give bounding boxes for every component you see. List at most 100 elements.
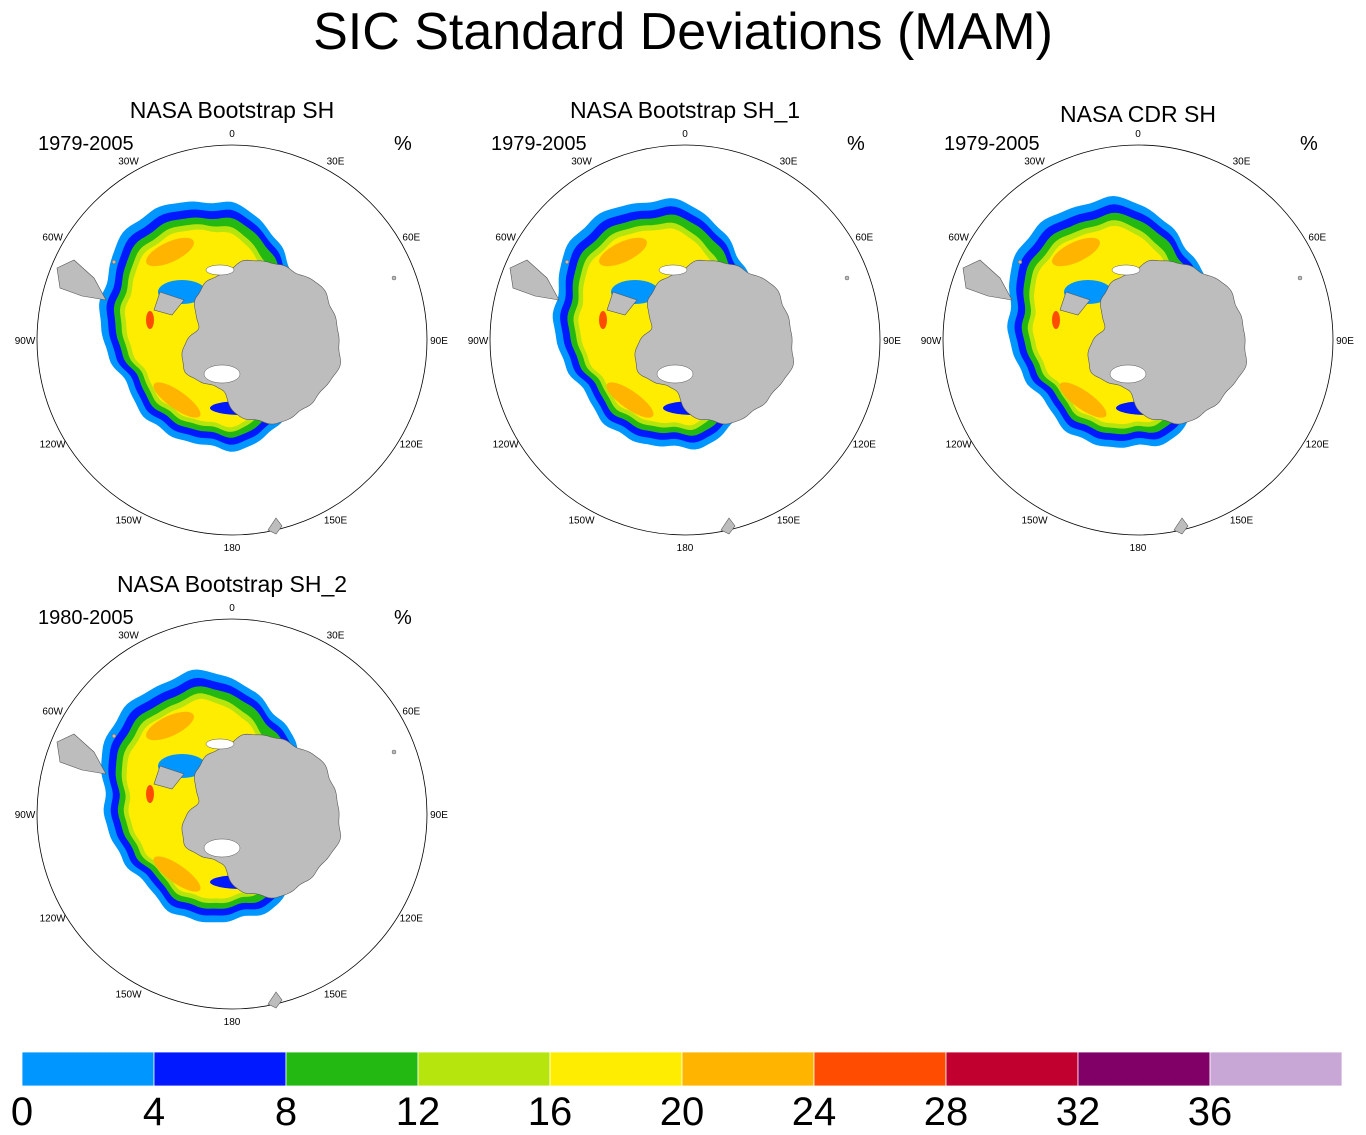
figure-title: SIC Standard Deviations (MAM) — [313, 3, 1053, 61]
longitude-label: 120W — [40, 914, 67, 925]
colorbar-tick-label: 12 — [395, 1090, 441, 1134]
longitude-label: 120E — [853, 440, 877, 451]
longitude-label: 90E — [430, 810, 448, 821]
longitude-label: 60E — [1308, 233, 1326, 244]
longitude-label: 60W — [495, 233, 516, 244]
new-zealand-landmass — [267, 517, 283, 535]
colorbar-segment — [22, 1052, 155, 1086]
map-panel-2: NASA Bootstrap SH_1 1979-2005 % 0 30E 60E 9… — [468, 90, 902, 554]
longitude-label: 90E — [430, 336, 448, 347]
longitude-label: 60E — [402, 233, 420, 244]
longitude-label: 150E — [1230, 515, 1254, 526]
colorbar-tick-label: 20 — [659, 1090, 705, 1134]
polar-map: 0 30E 60E 90E 120E 150E 180 150W 120W 90W 60W 30W — [468, 129, 902, 554]
colorbar-segment — [153, 1052, 287, 1086]
longitude-label: 180 — [224, 1017, 241, 1028]
colorbar-segment — [813, 1052, 947, 1086]
ronne-ice-shelf — [658, 264, 688, 276]
island — [391, 749, 397, 755]
island — [111, 733, 117, 739]
colorbar-segment — [681, 1052, 815, 1086]
island — [844, 275, 850, 281]
island — [1017, 259, 1023, 265]
colorbar-tick-label: 8 — [274, 1090, 298, 1134]
longitude-label: 30E — [327, 157, 345, 168]
colorbar-segment — [1209, 1052, 1342, 1086]
panel-title: NASA Bootstrap SH — [129, 97, 335, 123]
longitude-label: 60W — [42, 707, 63, 718]
panel-title: NASA Bootstrap SH_1 — [569, 97, 801, 123]
panel-unit: % — [847, 133, 865, 155]
panel-title: NASA Bootstrap SH_2 — [116, 571, 348, 597]
ronne-ice-shelf — [205, 264, 235, 276]
longitude-label: 30E — [780, 157, 798, 168]
longitude-label: 120W — [946, 440, 973, 451]
ice-hotspot-ross — [153, 856, 201, 892]
map-panel-1: NASA Bootstrap SH 1979-2005 % 0 30E 60E 90E… — [15, 90, 449, 554]
antarctic-peninsula — [153, 291, 185, 316]
longitude-label: 150W — [115, 989, 142, 1000]
longitude-label: 90W — [15, 810, 36, 821]
longitude-label: 120W — [40, 440, 67, 451]
ronne-ice-shelf — [205, 738, 235, 750]
polar-map: 0 30E 60E 90E 120E 150E 180 150W 120W 90W 60W 30W — [15, 129, 449, 554]
panel-period: 1979-2005 — [944, 133, 1040, 155]
antarctic-peninsula — [606, 291, 638, 316]
longitude-label: 120E — [400, 440, 424, 451]
longitude-label: 30E — [1233, 157, 1251, 168]
longitude-label: 60E — [402, 707, 420, 718]
south-america-landmass — [56, 733, 107, 775]
colorbar-tick-label: 0 — [10, 1090, 34, 1134]
colorbar-segment — [417, 1052, 551, 1086]
longitude-label: 60E — [855, 233, 873, 244]
longitude-label: 0 — [1135, 129, 1141, 140]
longitude-label: 0 — [682, 129, 688, 140]
longitude-label: 90E — [883, 336, 901, 347]
south-america-landmass — [962, 259, 1013, 301]
island — [1297, 275, 1303, 281]
ice-hotspot-peninsula — [146, 311, 154, 329]
antarctic-peninsula — [153, 765, 185, 790]
panel-period: 1980-2005 — [38, 607, 134, 629]
longitude-label: 120E — [400, 914, 424, 925]
longitude-label: 90W — [468, 336, 489, 347]
ice-hotspot-weddell — [146, 237, 194, 267]
polar-map: 0 30E 60E 90E 120E 150E 180 150W 120W 90W 60W 30W — [921, 129, 1355, 554]
longitude-label: 90E — [1336, 336, 1354, 347]
south-america-landmass — [509, 259, 560, 301]
longitude-label: 180 — [677, 543, 694, 554]
longitude-label: 90W — [15, 336, 36, 347]
longitude-label: 120W — [493, 440, 520, 451]
colorbar — [22, 1052, 1342, 1086]
polar-map: 0 30E 60E 90E 120E 150E 180 150W 120W 90W 60W 30W — [15, 603, 449, 1028]
longitude-label: 0 — [229, 603, 235, 614]
colorbar-tick-label: 28 — [923, 1090, 969, 1134]
ross-ice-shelf — [1109, 364, 1147, 384]
ice-hotspot-ross — [606, 382, 654, 418]
ice-hotspot-peninsula — [1052, 311, 1060, 329]
colorbar-tick-label: 4 — [142, 1090, 166, 1134]
longitude-label: 30W — [571, 157, 592, 168]
panel-period: 1979-2005 — [491, 133, 587, 155]
island — [111, 259, 117, 265]
longitude-label: 30E — [327, 631, 345, 642]
colorbar-tick-label: 36 — [1187, 1090, 1233, 1134]
ross-ice-shelf — [656, 364, 694, 384]
longitude-label: 180 — [224, 543, 241, 554]
longitude-label: 180 — [1130, 543, 1147, 554]
ice-hotspot-peninsula — [599, 311, 607, 329]
longitude-label: 0 — [229, 129, 235, 140]
ice-hotspot-weddell — [1052, 237, 1100, 267]
longitude-label: 30W — [118, 157, 139, 168]
new-zealand-landmass — [720, 517, 736, 535]
ice-hotspot-ross — [153, 382, 201, 418]
ice-hotspot-weddell — [146, 711, 194, 741]
colorbar-segment — [1077, 1052, 1211, 1086]
panel-unit: % — [394, 607, 412, 629]
panel-title: NASA CDR SH — [1060, 101, 1216, 127]
longitude-label: 150E — [324, 989, 348, 1000]
longitude-label: 30W — [1024, 157, 1045, 168]
longitude-label: 30W — [118, 631, 139, 642]
longitude-label: 150W — [1021, 515, 1048, 526]
colorbar-tick-label: 24 — [791, 1090, 837, 1134]
